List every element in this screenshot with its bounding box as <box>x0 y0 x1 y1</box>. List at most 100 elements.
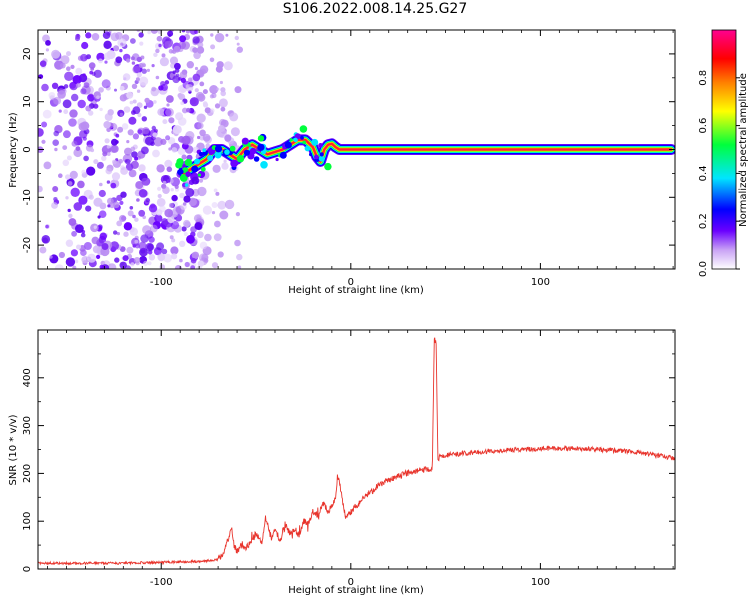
spectrogram-noise-dot <box>213 188 218 193</box>
spectrogram-noise-dot <box>145 136 154 146</box>
spectrogram-noise-dot <box>197 260 204 267</box>
spectrogram-noise-dot <box>119 246 126 253</box>
spectrogram-noise-dot <box>43 161 52 170</box>
spectrogram-noise-dot <box>174 184 179 189</box>
spectrogram-noise-dot <box>181 135 191 145</box>
spectrogram-noise-dot <box>165 107 174 117</box>
spectrogram-noise-dot <box>91 33 100 41</box>
spectrogram-noise-dot <box>107 109 114 116</box>
spectrogram-noise-dot <box>106 152 111 157</box>
spectrogram-noise-dot <box>151 64 155 68</box>
spectrogram-noise-dot <box>57 90 66 99</box>
spectrogram-noise-dot <box>218 98 228 108</box>
spectrogram-noise-dot <box>158 43 162 48</box>
spectrogram-ridge-blob <box>214 145 223 153</box>
spectrogram-noise-dot <box>67 181 73 186</box>
spectrogram-noise-dot <box>123 106 131 113</box>
spectrogram-noise-dot <box>148 236 155 243</box>
spectrogram-noise-dot <box>74 259 79 264</box>
spectrogram-noise-dot <box>122 255 129 262</box>
spectrogram-noise-dot <box>129 227 138 236</box>
spectrogram-noise-dot <box>171 147 178 153</box>
spectrogram-noise-dot <box>139 247 148 257</box>
spectrogram-noise-dot <box>178 93 186 101</box>
spectrogram-noise-dot <box>110 182 117 189</box>
spectrogram-noise-dot <box>45 224 49 229</box>
spectrogram-noise-dot <box>85 32 92 39</box>
spectrogram-ridge-blob <box>253 156 260 162</box>
spectrogram-noise-dot <box>99 232 108 240</box>
spectrogram-noise-dot <box>53 96 62 105</box>
spectrogram-noise-dot <box>219 210 229 220</box>
spectrogram-noise-dot <box>59 62 66 69</box>
spectrogram-noise-dot <box>162 186 170 194</box>
spectrogram-noise-dot <box>125 163 134 171</box>
spectrogram-noise-dot <box>173 45 181 53</box>
spectrogram-noise-dot <box>45 40 51 46</box>
spectrogram-noise-dot <box>218 125 225 132</box>
spectrogram-noise-dot <box>155 48 160 54</box>
spectrogram-noise-dot <box>82 73 86 77</box>
colorbar-label: Normalized spectral amplitude <box>738 73 749 227</box>
spectrogram-ridge-blob <box>229 145 236 152</box>
spectrogram-noise-dot <box>168 147 172 151</box>
spectrogram-noise-dot <box>183 232 188 236</box>
spectrogram-noise-dot <box>168 117 175 124</box>
spectrogram-noise-dot <box>236 42 240 46</box>
y-tick-label: 10 <box>22 95 33 108</box>
spectrogram-noise-dot <box>88 194 94 200</box>
spectrogram-noise-dot <box>157 108 165 116</box>
spectrogram-noise-dot <box>143 105 148 110</box>
spectrogram-noise-dot <box>202 205 212 215</box>
spectrogram-noise-dot <box>93 69 102 78</box>
spectrogram-noise-dot <box>137 112 142 118</box>
spectrogram-noise-dot <box>135 181 144 189</box>
spectrogram-noise-dot <box>145 242 154 252</box>
y-tick-label: 100 <box>22 512 33 531</box>
spectrogram-noise-dot <box>99 182 103 187</box>
spectrogram-noise-dot <box>150 224 158 233</box>
spectrogram-noise-dot <box>192 73 201 82</box>
spectrogram-noise-dot <box>83 242 92 250</box>
spectrogram-noise-dot <box>156 35 163 42</box>
y-tick-label: 400 <box>22 368 33 387</box>
spectrogram-ridge-blob <box>175 161 183 169</box>
y-tick-label: 20 <box>22 48 33 61</box>
spectrogram-noise-dot <box>58 251 65 259</box>
spectrogram-noise-dot <box>54 147 58 152</box>
spectrogram-noise-dot <box>65 174 71 180</box>
spectrogram-noise-dot <box>142 127 150 135</box>
spectrogram-noise-dot <box>199 129 206 137</box>
spectrogram-noise-dot <box>96 161 104 169</box>
spectrogram-noise-dot <box>72 265 77 269</box>
spectrogram-noise-dot <box>132 65 141 74</box>
spectrogram-noise-dot <box>69 82 76 89</box>
spectrogram-noise-dot <box>198 178 204 183</box>
spectrogram-noise-dot <box>110 241 119 251</box>
spectrogram-noise-dot <box>202 101 208 107</box>
spectrogram-noise-dot <box>217 251 224 258</box>
spectrogram-noise-dot <box>179 35 187 43</box>
spectrogram-noise-dot <box>99 107 103 112</box>
spectrogram-noise-dot <box>66 155 72 161</box>
spectrogram-noise-dot <box>164 40 172 49</box>
spectrogram-noise-dot <box>132 133 139 140</box>
spectrogram-noise-dot <box>166 103 170 107</box>
spectrogram-noise-dot <box>197 135 201 140</box>
spectrogram-noise-dot <box>179 240 186 247</box>
spectrogram-noise-dot <box>115 56 123 64</box>
spectrogram-noise-dot <box>154 214 163 223</box>
spectrogram-noise-dot <box>107 263 117 269</box>
spectrogram-noise-dot <box>148 254 156 261</box>
spectrogram-noise-dot <box>116 232 120 236</box>
spectrogram-ridge-blob <box>197 173 201 177</box>
spectrogram-noise-dot <box>152 149 160 158</box>
spectrogram-noise-dot <box>111 172 121 181</box>
spectrogram-noise-dot <box>42 109 52 119</box>
spectrogram-noise-dot <box>171 238 176 243</box>
spectrogram-noise-dot <box>164 208 173 218</box>
spectrogram-noise-dot <box>187 77 193 83</box>
spectrogram-noise-dot <box>235 212 240 217</box>
